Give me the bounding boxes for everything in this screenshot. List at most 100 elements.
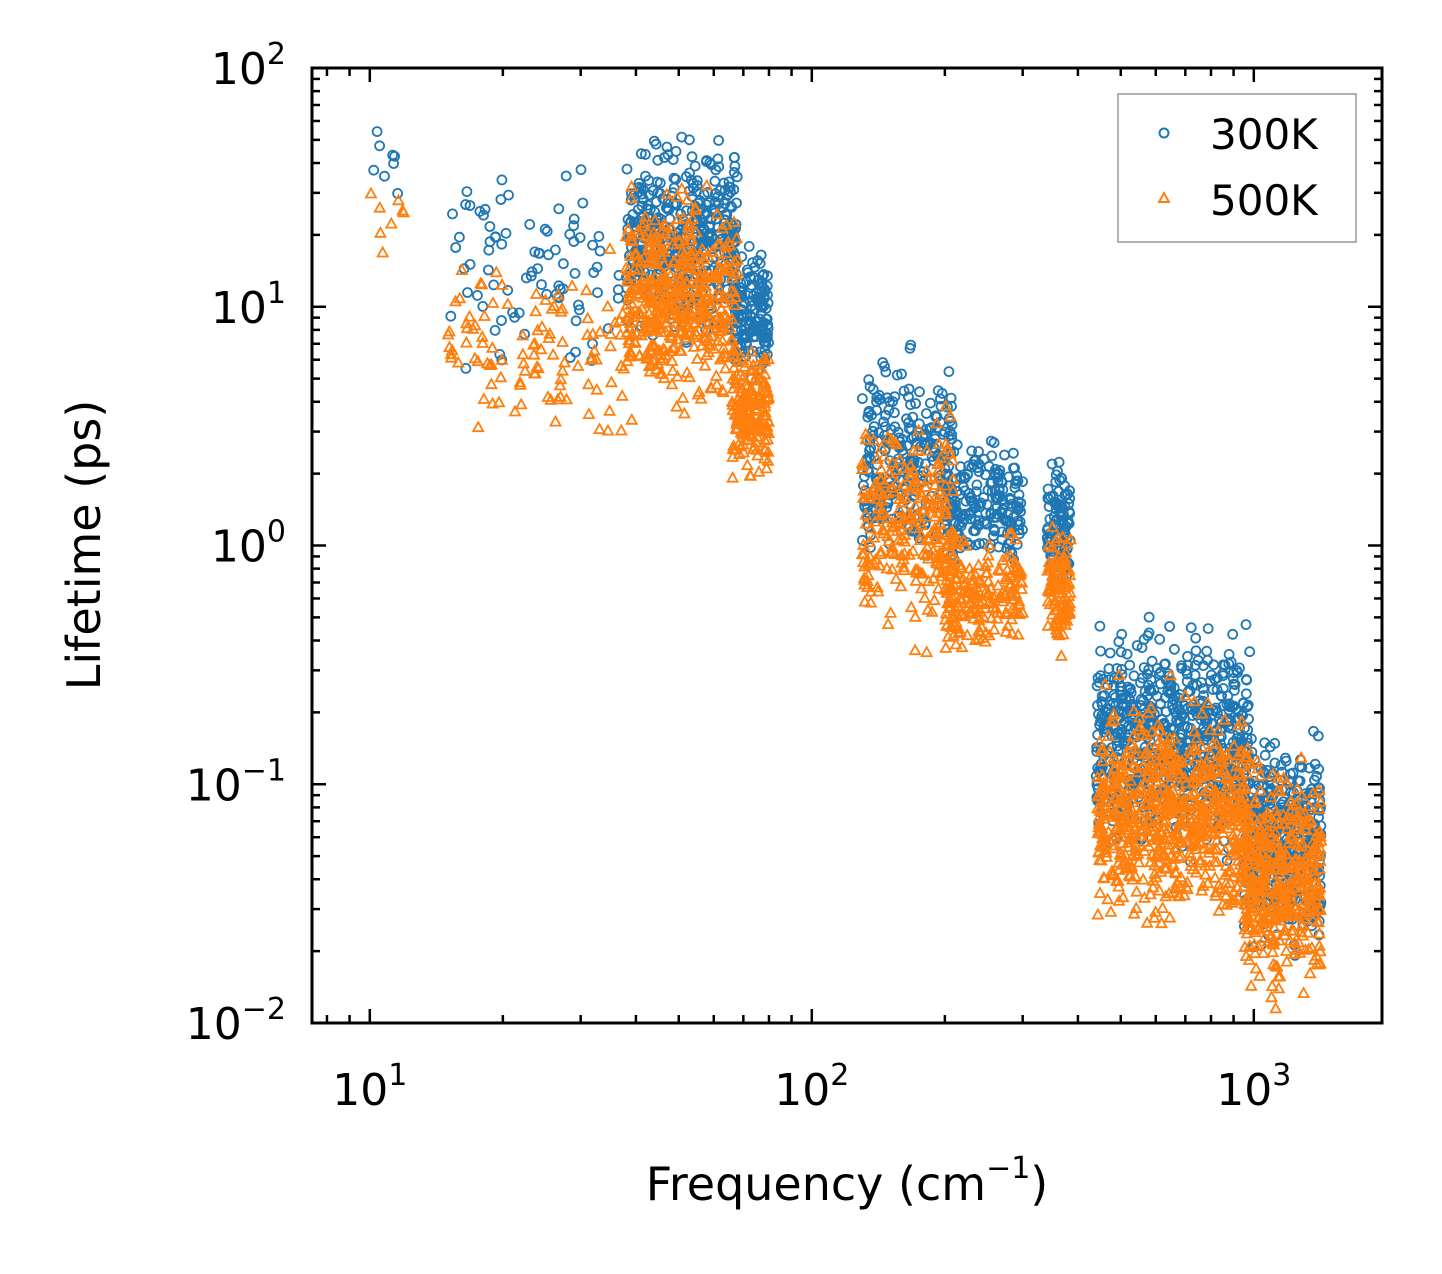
point-300k — [1190, 632, 1202, 644]
series-500k — [364, 178, 1328, 1014]
point-500k — [1101, 892, 1115, 905]
point-500k — [939, 437, 953, 449]
point-300k — [536, 279, 547, 291]
point-500k — [918, 480, 932, 492]
point-500k — [1271, 771, 1285, 783]
point-500k — [1210, 855, 1224, 867]
point-500k — [1237, 865, 1251, 878]
point-500k — [1294, 750, 1308, 763]
point-500k — [643, 345, 657, 357]
point-500k — [565, 279, 579, 291]
point-500k — [1220, 778, 1234, 791]
point-500k — [986, 600, 1000, 613]
point-300k — [702, 230, 713, 242]
x-tick-label-base: 10 — [774, 1065, 830, 1116]
point-500k — [1136, 823, 1150, 836]
point-500k — [1011, 559, 1025, 572]
point-500k — [685, 233, 699, 245]
point-500k — [1278, 923, 1292, 936]
point-500k — [553, 378, 567, 391]
point-300k — [496, 315, 507, 326]
point-500k — [1264, 790, 1278, 803]
point-500k — [1312, 783, 1326, 795]
point-500k — [877, 526, 891, 539]
point-500k — [1156, 901, 1170, 913]
point-500k — [1193, 853, 1207, 865]
point-500k — [940, 618, 954, 630]
point-500k — [1127, 759, 1141, 772]
point-300k — [1241, 674, 1252, 685]
point-500k — [1189, 865, 1203, 878]
point-300k — [970, 539, 982, 551]
point-500k — [1191, 800, 1205, 813]
point-300k — [1176, 660, 1187, 672]
point-300k — [1312, 730, 1324, 742]
point-500k — [1057, 573, 1071, 586]
point-500k — [978, 559, 992, 571]
point-500k — [760, 461, 774, 474]
point-500k — [554, 304, 568, 317]
point-500k — [1199, 817, 1213, 829]
point-500k — [738, 360, 752, 372]
point-500k — [670, 190, 684, 202]
point-500k — [1292, 884, 1306, 896]
point-500k — [508, 404, 522, 417]
point-500k — [1187, 694, 1201, 707]
point-300k — [1017, 476, 1028, 488]
point-500k — [589, 352, 604, 365]
point-300k — [1144, 684, 1155, 696]
point-500k — [1183, 788, 1198, 801]
point-300k — [1125, 687, 1137, 699]
point-500k — [1270, 959, 1284, 972]
x-tick-label-base: 10 — [1216, 1065, 1272, 1116]
point-300k — [635, 148, 647, 160]
point-500k — [719, 217, 733, 230]
point-500k — [1140, 915, 1154, 928]
point-300k — [973, 446, 984, 457]
point-300k — [1176, 710, 1188, 722]
point-500k — [1207, 827, 1221, 840]
point-500k — [900, 517, 914, 530]
point-300k — [950, 517, 961, 529]
point-500k — [642, 239, 656, 252]
point-500k — [872, 499, 886, 512]
point-500k — [1245, 849, 1260, 861]
point-500k — [857, 572, 871, 585]
point-500k — [659, 325, 673, 337]
point-300k — [905, 423, 917, 435]
point-500k — [1113, 821, 1127, 834]
point-500k — [927, 593, 941, 606]
point-500k — [877, 523, 891, 536]
point-300k — [1248, 775, 1260, 787]
x-tick-label-exp: 3 — [1272, 1058, 1291, 1093]
point-500k — [1303, 898, 1317, 911]
point-500k — [483, 358, 497, 370]
point-500k — [1294, 905, 1308, 917]
point-500k — [945, 524, 959, 537]
y-tick-label-base: 10 — [211, 283, 267, 334]
point-300k — [874, 393, 886, 405]
point-500k — [1109, 873, 1123, 886]
point-500k — [660, 187, 674, 200]
point-500k — [1140, 813, 1155, 825]
point-500k — [949, 535, 964, 548]
point-500k — [911, 443, 925, 456]
point-300k — [1238, 698, 1249, 709]
point-500k — [725, 333, 740, 346]
point-300k — [889, 391, 901, 403]
point-500k — [637, 269, 651, 282]
point-300k — [1309, 774, 1320, 786]
point-300k — [568, 220, 579, 232]
point-500k — [926, 543, 940, 556]
point-500k — [731, 252, 745, 265]
point-300k — [904, 342, 916, 354]
point-300k — [1190, 645, 1202, 657]
point-500k — [1240, 766, 1254, 779]
point-500k — [868, 477, 883, 489]
point-500k — [990, 611, 1004, 624]
point-500k — [1299, 822, 1313, 835]
point-500k — [624, 233, 639, 246]
point-500k — [1266, 957, 1280, 970]
point-500k — [1237, 789, 1251, 802]
